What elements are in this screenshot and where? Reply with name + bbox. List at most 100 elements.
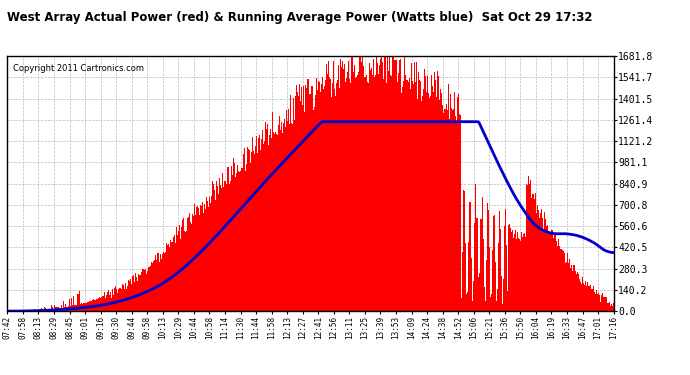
Bar (532, 194, 533, 311)
Bar (423, 89, 424, 311)
Bar (357, 75, 358, 311)
Bar (164, 253, 165, 311)
Bar (57, 307, 59, 311)
Bar (26, 310, 27, 311)
Bar (198, 208, 199, 311)
Bar (167, 245, 168, 311)
Bar (491, 250, 493, 311)
Bar (429, 98, 430, 311)
Bar (493, 215, 495, 311)
Bar (331, 97, 332, 311)
Bar (186, 231, 187, 311)
Bar (562, 251, 564, 311)
Bar (172, 237, 174, 311)
Bar (40, 309, 41, 311)
Bar (326, 64, 327, 311)
Bar (513, 238, 514, 311)
Bar (128, 280, 130, 311)
Bar (152, 261, 154, 311)
Bar (382, 62, 384, 311)
Bar (72, 296, 74, 311)
Bar (109, 295, 110, 311)
Bar (74, 305, 75, 311)
Bar (531, 198, 532, 311)
Bar (97, 299, 98, 311)
Bar (372, 75, 373, 311)
Bar (349, 80, 350, 311)
Bar (406, 80, 408, 311)
Bar (215, 200, 217, 311)
Bar (359, 56, 360, 311)
Bar (338, 65, 339, 311)
Bar (283, 123, 284, 311)
Bar (156, 260, 157, 311)
Bar (538, 210, 540, 311)
Bar (204, 204, 206, 311)
Bar (511, 232, 512, 311)
Bar (166, 243, 167, 311)
Bar (551, 230, 553, 311)
Bar (181, 227, 182, 311)
Bar (606, 297, 607, 311)
Bar (189, 213, 190, 311)
Bar (155, 255, 156, 311)
Bar (81, 304, 83, 311)
Bar (38, 309, 39, 311)
Bar (159, 262, 160, 311)
Bar (460, 115, 462, 311)
Bar (366, 75, 367, 311)
Bar (203, 213, 204, 311)
Bar (309, 94, 310, 311)
Bar (106, 295, 107, 311)
Bar (438, 76, 439, 311)
Bar (530, 180, 531, 311)
Bar (154, 260, 155, 311)
Bar (235, 173, 237, 311)
Bar (32, 310, 33, 311)
Bar (180, 239, 181, 311)
Bar (33, 310, 34, 311)
Bar (552, 230, 553, 311)
Bar (580, 282, 581, 311)
Bar (96, 299, 97, 311)
Bar (46, 310, 48, 311)
Bar (419, 80, 420, 311)
Bar (355, 78, 356, 311)
Bar (350, 82, 351, 311)
Bar (502, 304, 503, 311)
Bar (52, 308, 54, 311)
Bar (42, 310, 43, 311)
Bar (221, 188, 222, 311)
Bar (87, 302, 88, 311)
Bar (89, 301, 90, 311)
Bar (91, 301, 92, 311)
Bar (190, 222, 191, 311)
Bar (439, 100, 440, 311)
Bar (500, 229, 501, 311)
Bar (458, 94, 460, 311)
Bar (408, 78, 410, 311)
Bar (85, 303, 86, 311)
Bar (469, 202, 471, 311)
Bar (135, 273, 137, 311)
Bar (556, 240, 558, 311)
Bar (170, 240, 171, 311)
Bar (506, 291, 508, 311)
Bar (276, 134, 277, 311)
Bar (127, 286, 128, 311)
Bar (546, 226, 547, 311)
Bar (489, 248, 490, 311)
Bar (461, 298, 462, 311)
Bar (144, 268, 146, 311)
Bar (75, 305, 76, 311)
Bar (341, 68, 342, 311)
Bar (586, 282, 588, 311)
Bar (280, 130, 282, 311)
Bar (493, 216, 494, 311)
Bar (256, 136, 257, 311)
Bar (611, 304, 612, 311)
Bar (602, 293, 603, 311)
Bar (354, 64, 355, 311)
Bar (86, 303, 87, 311)
Bar (108, 290, 109, 311)
